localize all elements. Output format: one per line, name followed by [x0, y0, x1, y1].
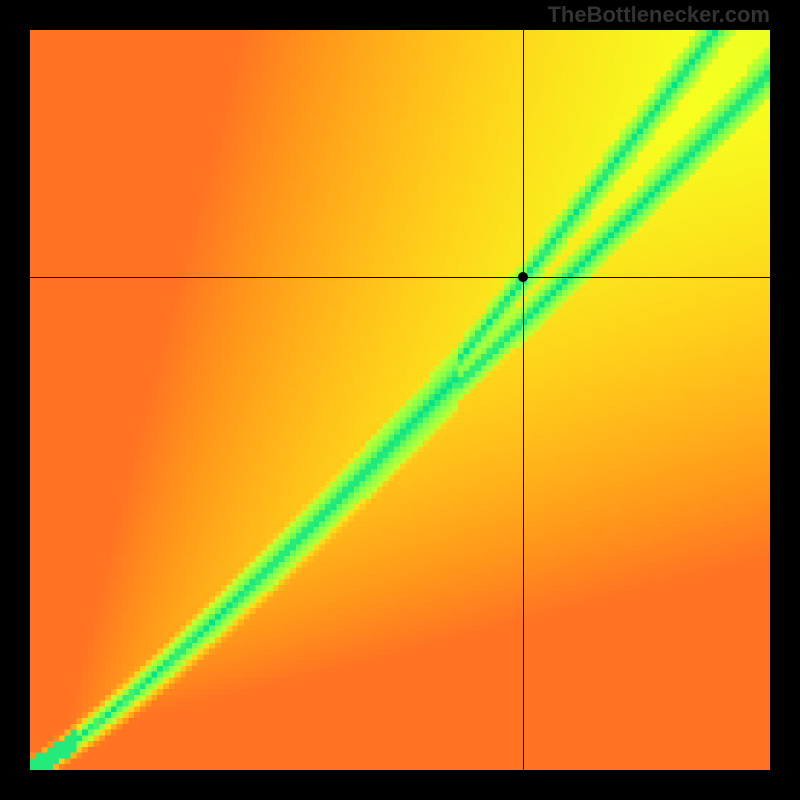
heatmap-plot [30, 30, 770, 770]
crosshair-marker [518, 272, 528, 282]
crosshair-horizontal [30, 277, 770, 278]
chart-frame: { "chart": { "type": "heatmap", "backgro… [0, 0, 800, 800]
crosshair-vertical [523, 30, 524, 770]
heatmap-canvas [30, 30, 770, 770]
watermark-text: TheBottlenecker.com [547, 2, 770, 28]
